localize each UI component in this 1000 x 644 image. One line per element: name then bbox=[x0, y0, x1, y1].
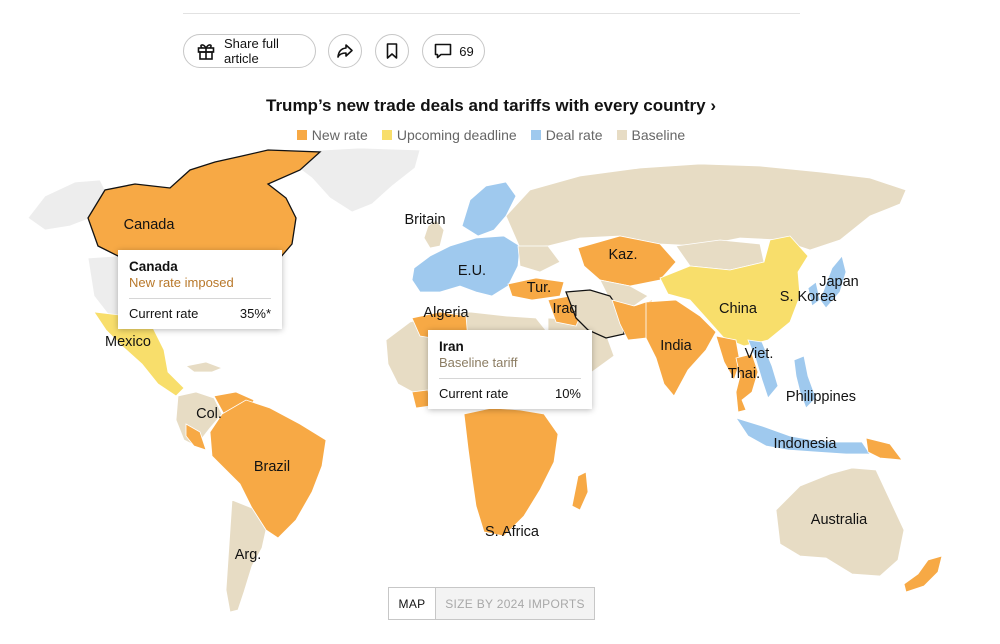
region-papua bbox=[865, 437, 903, 461]
region-philippines[interactable] bbox=[793, 355, 817, 409]
comment-count: 69 bbox=[459, 43, 474, 59]
map-view-button[interactable]: MAP bbox=[389, 588, 436, 619]
size-by-imports-button[interactable]: SIZE BY 2024 IMPORTS bbox=[436, 588, 594, 619]
label-kazakhstan: Kaz. bbox=[608, 247, 637, 263]
share-arrow-icon bbox=[335, 41, 355, 61]
label-eu: E.U. bbox=[458, 263, 486, 279]
region-iran[interactable] bbox=[565, 289, 625, 339]
region-eastern-europe bbox=[517, 245, 561, 273]
tooltip-rate-row: Current rate 35%* bbox=[129, 306, 271, 321]
region-turkey[interactable] bbox=[507, 277, 565, 301]
tooltip-country-name: Iran bbox=[439, 339, 464, 354]
label-argentina: Arg. bbox=[235, 547, 262, 563]
comment-icon bbox=[433, 41, 453, 61]
region-eu[interactable] bbox=[411, 235, 521, 297]
region-new-zealand bbox=[903, 555, 943, 593]
region-russia bbox=[505, 163, 907, 251]
label-canada: Canada bbox=[124, 217, 176, 233]
label-india: India bbox=[660, 338, 692, 354]
label-vietnam: Viet. bbox=[745, 346, 774, 362]
bookmark-icon bbox=[382, 41, 402, 61]
region-scandinavia bbox=[461, 181, 517, 237]
share-full-article-button[interactable]: Share full article bbox=[183, 34, 316, 68]
region-vietnam[interactable] bbox=[747, 339, 779, 399]
region-greenland bbox=[287, 147, 421, 213]
region-india[interactable] bbox=[645, 299, 717, 397]
region-thailand[interactable] bbox=[735, 353, 759, 413]
legend-label: New rate bbox=[311, 127, 368, 143]
label-colombia: Col. bbox=[196, 406, 222, 422]
tooltip-rate-value: 35%* bbox=[239, 306, 271, 321]
region-australia[interactable] bbox=[775, 467, 905, 577]
label-south-korea: S. Korea bbox=[780, 289, 837, 305]
label-philippines: Philippines bbox=[786, 389, 856, 405]
share-label: Share full article bbox=[224, 36, 279, 66]
label-iraq: Iraq bbox=[553, 301, 578, 317]
legend-swatch bbox=[296, 130, 307, 140]
legend-item-new-rate: New rate bbox=[296, 127, 368, 143]
region-brazil[interactable] bbox=[209, 399, 327, 539]
map-legend: New rate Upcoming deadline Deal rate Bas… bbox=[0, 127, 982, 143]
region-myanmar bbox=[715, 335, 741, 381]
label-indonesia: Indonesia bbox=[774, 436, 838, 452]
legend-label: Baseline bbox=[631, 127, 686, 143]
label-china: China bbox=[719, 301, 758, 317]
region-britain[interactable] bbox=[423, 219, 445, 249]
legend-label: Deal rate bbox=[545, 127, 603, 143]
tooltip-divider bbox=[129, 298, 271, 299]
region-southern-africa[interactable] bbox=[463, 407, 559, 537]
tooltip-rate-label: Current rate bbox=[129, 306, 199, 321]
tooltip-iran: Iran Baseline tariff Current rate 10% bbox=[428, 330, 592, 409]
top-divider bbox=[183, 13, 800, 14]
legend-item-deal-rate: Deal rate bbox=[530, 127, 603, 143]
region-peru bbox=[185, 423, 207, 451]
legend-swatch bbox=[381, 130, 392, 140]
label-japan: Japan bbox=[819, 274, 859, 290]
region-japan[interactable] bbox=[819, 255, 847, 309]
tooltip-rate-row: Current rate 10% bbox=[439, 386, 581, 401]
tooltip-divider bbox=[439, 378, 581, 379]
legend-swatch bbox=[616, 130, 627, 140]
tooltip-status: New rate imposed bbox=[129, 275, 234, 290]
label-britain: Britain bbox=[404, 212, 445, 228]
region-argentina[interactable] bbox=[225, 499, 267, 613]
tooltip-country-name: Canada bbox=[129, 259, 178, 274]
tooltip-status: Baseline tariff bbox=[439, 355, 518, 370]
gift-icon bbox=[196, 41, 216, 61]
label-turkey: Tur. bbox=[527, 280, 551, 296]
save-button[interactable] bbox=[375, 34, 409, 68]
share-button[interactable] bbox=[328, 34, 362, 68]
region-caribbean bbox=[185, 361, 224, 373]
tooltip-canada: Canada New rate imposed Current rate 35%… bbox=[118, 250, 282, 329]
map-title-link[interactable]: Trump’s new trade deals and tariffs with… bbox=[266, 96, 716, 115]
label-australia: Australia bbox=[811, 512, 868, 528]
label-thailand: Thai. bbox=[728, 366, 760, 382]
label-brazil: Brazil bbox=[254, 459, 290, 475]
legend-item-baseline: Baseline bbox=[616, 127, 686, 143]
tooltip-rate-value: 10% bbox=[554, 386, 581, 401]
region-indonesia[interactable] bbox=[735, 417, 871, 455]
region-china[interactable] bbox=[659, 235, 809, 347]
region-madagascar bbox=[571, 471, 589, 511]
view-toggle: MAP SIZE BY 2024 IMPORTS bbox=[388, 587, 595, 620]
label-mexico: Mexico bbox=[105, 334, 151, 350]
tooltip-rate-label: Current rate bbox=[439, 386, 509, 401]
label-south-africa: S. Africa bbox=[485, 524, 540, 540]
legend-label: Upcoming deadline bbox=[396, 127, 517, 143]
comments-button[interactable]: 69 bbox=[422, 34, 485, 68]
region-canada[interactable] bbox=[87, 149, 322, 259]
region-kazakhstan[interactable] bbox=[577, 235, 677, 287]
legend-swatch bbox=[530, 130, 541, 140]
label-algeria: Algeria bbox=[423, 305, 469, 321]
legend-item-upcoming-deadline: Upcoming deadline bbox=[381, 127, 517, 143]
